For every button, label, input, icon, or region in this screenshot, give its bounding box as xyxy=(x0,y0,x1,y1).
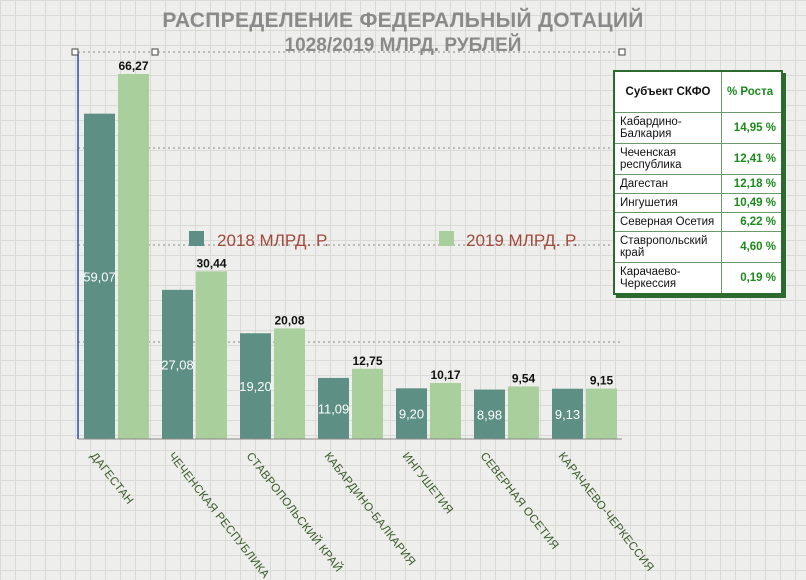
table-row: Ингушетия 10,49 % xyxy=(613,193,783,213)
chart-title-line2: 1028/2019 МЛРД. РУБЛЕЙ xyxy=(284,35,522,56)
data-label-2018: 9,20 xyxy=(399,407,424,422)
table-row: Чеченская республика 12,41 % xyxy=(613,143,783,175)
data-label-2019: 9,54 xyxy=(512,371,536,385)
selection-handle xyxy=(618,48,626,56)
row-subject: Дагестан xyxy=(613,174,722,194)
bar-2018 xyxy=(552,388,583,439)
legend-label-2019: 2019 МЛРД. Р. xyxy=(466,231,578,250)
category-label: ДАГЕСТАН xyxy=(88,450,136,506)
growth-table: Субъект СКФО % Роста Кабардино-Балкария … xyxy=(613,70,783,295)
row-growth: 4,60 % xyxy=(721,231,783,263)
category-label: КАРАЧАЕВО-ЧЕРКЕССИЯ xyxy=(556,450,656,574)
table-row: Карачаево-Черкессия 0,19 % xyxy=(613,262,783,295)
row-growth: 6,22 % xyxy=(721,212,783,232)
category-label: СТАВРОПОЛЬСКИЙ КРАЙ xyxy=(244,450,345,575)
growth-table-header: Субъект СКФО % Роста xyxy=(613,70,783,113)
row-subject: Карачаево-Черкессия xyxy=(613,262,722,295)
table-row: Дагестан 12,18 % xyxy=(613,174,783,194)
bar-2018 xyxy=(396,388,427,439)
row-growth: 12,41 % xyxy=(721,143,783,175)
data-label-2018: 8,98 xyxy=(477,407,502,422)
selection-handle xyxy=(151,48,159,56)
data-label-2018: 19,20 xyxy=(239,379,272,394)
row-subject: Чеченская республика xyxy=(613,143,722,175)
bar-2019 xyxy=(196,271,227,439)
data-label-2019: 66,27 xyxy=(118,59,148,73)
bar-2018 xyxy=(474,389,505,439)
bar-2019 xyxy=(274,328,305,439)
data-label-2019: 12,75 xyxy=(352,354,382,368)
data-label-2018: 9,13 xyxy=(555,407,580,422)
category-label: КАБАРДИНО-БАЛКАРИЯ xyxy=(322,450,418,568)
data-label-2018: 27,08 xyxy=(161,357,194,372)
row-subject: Северная Осетия xyxy=(613,212,722,232)
row-growth: 0,19 % xyxy=(721,262,783,295)
bar-2019 xyxy=(508,386,539,439)
row-growth: 12,18 % xyxy=(721,174,783,194)
data-label-2019: 30,44 xyxy=(196,256,226,270)
bar-2018 xyxy=(162,289,193,439)
bar-2019 xyxy=(430,382,461,439)
data-label-2019: 9,15 xyxy=(590,374,614,388)
data-label-2018: 11,09 xyxy=(318,401,350,416)
row-growth: 14,95 % xyxy=(721,112,783,144)
table-row: Кабардино-Балкария 14,95 % xyxy=(613,112,783,144)
row-subject: Кабардино-Балкария xyxy=(613,112,722,144)
row-subject: Ставропольский край xyxy=(613,231,722,263)
bar-2019 xyxy=(352,368,383,439)
bar-2018 xyxy=(84,113,115,440)
bar-2018 xyxy=(240,333,271,439)
data-label-2018: 59,07 xyxy=(83,269,116,284)
bar-2019 xyxy=(586,388,617,439)
header-growth: % Роста xyxy=(721,70,783,113)
legend-label-2018: 2018 МЛРД. Р. xyxy=(217,231,329,250)
row-subject: Ингушетия xyxy=(613,193,722,213)
selection-handle xyxy=(71,48,79,56)
legend-swatch-2018 xyxy=(189,231,204,246)
bar-2018 xyxy=(318,377,349,439)
category-label: ИНГУШЕТИЯ xyxy=(400,450,455,516)
table-row: Северная Осетия 6,22 % xyxy=(613,212,783,232)
table-row: Ставропольский край 4,60 % xyxy=(613,231,783,263)
data-label-2019: 20,08 xyxy=(274,313,304,327)
chart-title-line1: РАСПРЕДЕЛЕНИЕ ФЕДЕРАЛЬНЫЙ ДОТАЦИЙ xyxy=(162,9,644,32)
chart-title: РАСПРЕДЕЛЕНИЕ ФЕДЕРАЛЬНЫЙ ДОТАЦИЙ 1028/2… xyxy=(0,8,806,58)
row-growth: 10,49 % xyxy=(721,193,783,213)
header-subject: Субъект СКФО xyxy=(613,70,722,113)
legend-swatch-2019 xyxy=(439,231,454,246)
data-label-2019: 10,17 xyxy=(430,368,460,382)
category-label: СЕВЕРНАЯ ОСЕТИЯ xyxy=(478,450,561,552)
bar-2019 xyxy=(118,74,149,439)
